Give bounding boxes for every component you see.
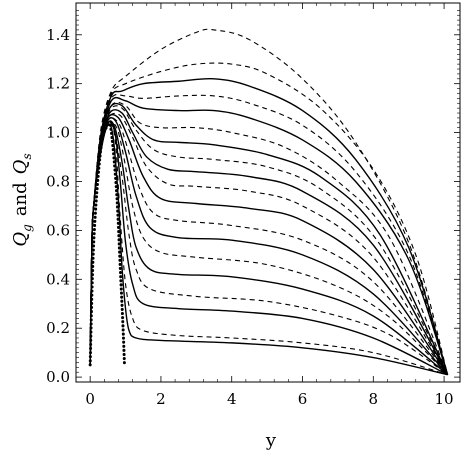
x-tick-label: 6 <box>298 390 308 408</box>
data-series <box>88 28 449 376</box>
series-line-dashed-4 <box>89 121 448 376</box>
y-tick-label: 0.2 <box>46 319 70 337</box>
plot-border <box>75 2 461 383</box>
plot-frame <box>75 2 461 383</box>
series-line-dashed-18 <box>89 62 449 375</box>
tick-labels: 0 2 4 6 8 10 0.0 0.2 0.4 0.6 0.8 1.0 1.2 1.4 <box>46 26 453 408</box>
series-line-dashed-12 <box>89 105 449 375</box>
series-line-dashed-8 <box>89 117 449 376</box>
x-tick-label: 0 <box>85 390 95 408</box>
series-line-dashed-16 <box>89 93 449 375</box>
x-tick-label: 8 <box>369 390 379 408</box>
series-line-dashed-6 <box>89 120 448 376</box>
y-axis-label-q1: Q <box>10 232 31 247</box>
x-tick-label: 4 <box>227 390 237 408</box>
y-axis-label-q2: Q <box>10 159 31 174</box>
series-line-dashed-10 <box>89 112 449 375</box>
y-tick-label: 0.8 <box>46 172 70 190</box>
series-line-solid-3 <box>89 121 448 376</box>
y-tick-label: 0.6 <box>46 221 70 239</box>
y-tick-label: 0.4 <box>46 270 70 288</box>
y-tick-label: 1.2 <box>46 75 70 93</box>
x-tick-label: 2 <box>156 390 166 408</box>
series-line-solid-15 <box>89 96 449 375</box>
series-line-dashed-19 <box>89 28 449 375</box>
y-axis-label: Qg and Qs <box>10 153 34 246</box>
series-line-dotted-0 <box>88 121 126 367</box>
series-line-dashed-14 <box>89 101 449 375</box>
y-axis-label-sub1: g <box>20 224 34 232</box>
y-tick-label: 1.0 <box>46 124 70 142</box>
axis-ticks <box>75 3 460 382</box>
y-tick-label: 1.4 <box>46 26 70 44</box>
x-tick-label: 10 <box>435 390 454 408</box>
series-line-solid-17 <box>89 77 449 375</box>
series-line-dashed-2 <box>89 123 448 376</box>
y-tick-label: 0.0 <box>46 368 70 386</box>
y-axis-label-mid: and <box>10 182 31 216</box>
series-line-solid-5 <box>89 120 449 376</box>
x-axis-label: y <box>265 430 277 451</box>
series-line-solid-11 <box>89 109 449 376</box>
y-axis-label-sub2: s <box>20 153 34 159</box>
